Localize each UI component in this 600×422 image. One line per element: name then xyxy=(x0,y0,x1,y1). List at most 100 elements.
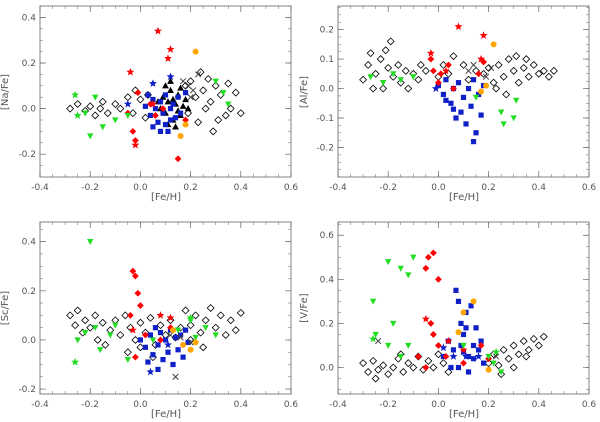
data-point xyxy=(494,60,503,69)
data-point xyxy=(231,88,240,97)
data-point xyxy=(71,321,80,330)
data-point xyxy=(497,109,505,116)
data-point xyxy=(463,325,469,331)
data-point xyxy=(404,359,413,368)
x-tick-label: 0.4 xyxy=(234,183,249,193)
y-tick-label: 0.2 xyxy=(320,319,334,329)
data-point xyxy=(497,369,505,376)
data-point xyxy=(123,99,132,108)
data-point xyxy=(167,86,174,93)
data-point xyxy=(162,92,169,98)
data-point xyxy=(473,325,479,331)
x-axis-label: [Fe/H] xyxy=(449,409,479,420)
data-point xyxy=(162,82,169,89)
data-point xyxy=(71,357,80,366)
data-point xyxy=(91,311,100,320)
data-point xyxy=(167,77,174,84)
data-point xyxy=(410,254,417,261)
data-point xyxy=(165,349,171,355)
y-tick-label: -0.2 xyxy=(18,150,36,160)
data-point xyxy=(134,89,142,97)
data-point xyxy=(429,249,437,257)
data-point xyxy=(427,320,435,327)
x-tick-label: -0.4 xyxy=(329,183,347,193)
data-point xyxy=(81,329,89,336)
data-point xyxy=(435,342,442,349)
x-tick-label: 0.0 xyxy=(431,400,446,410)
series-red-star xyxy=(126,26,175,149)
data-point xyxy=(460,349,467,355)
data-point xyxy=(479,31,488,39)
data-point xyxy=(453,115,459,121)
data-point xyxy=(369,298,377,305)
x-tick-label: 0.6 xyxy=(284,183,299,193)
data-point xyxy=(71,90,80,99)
data-point xyxy=(478,112,484,118)
data-point xyxy=(209,127,218,136)
panel-sc-fe: -0.4 -0.2 0.0 0.2 0.4 0.6 -0.2 0.0 0.2 0.4 [Fe/H] [… xyxy=(0,221,298,420)
data-point xyxy=(150,96,156,103)
data-point xyxy=(414,353,422,360)
data-point xyxy=(116,331,125,339)
data-point xyxy=(81,110,89,117)
data-point xyxy=(502,90,511,99)
data-point xyxy=(176,323,185,332)
x-tick-label: 0.4 xyxy=(532,183,547,193)
y-tick-label: 0.0 xyxy=(320,85,335,95)
data-point xyxy=(136,95,145,104)
series-blue-star xyxy=(146,340,172,376)
data-point xyxy=(405,342,412,349)
series-red-diamond xyxy=(126,267,174,361)
data-point xyxy=(124,112,132,119)
data-point xyxy=(487,64,495,72)
data-point xyxy=(121,311,130,320)
data-point xyxy=(509,66,518,75)
data-point xyxy=(199,343,208,352)
data-point xyxy=(497,370,506,379)
data-point xyxy=(123,348,132,357)
data-point xyxy=(169,95,177,103)
data-point xyxy=(134,289,142,297)
data-point xyxy=(499,345,508,354)
data-point xyxy=(236,109,245,118)
data-point xyxy=(459,60,468,69)
data-point xyxy=(175,94,181,100)
data-point xyxy=(470,61,477,69)
data-point xyxy=(131,137,139,144)
data-point xyxy=(73,111,82,119)
data-point xyxy=(397,353,404,360)
data-point xyxy=(439,359,448,368)
data-point xyxy=(435,79,442,87)
data-point xyxy=(465,85,472,92)
data-point xyxy=(465,369,472,375)
data-point xyxy=(460,342,467,349)
data-point xyxy=(214,116,223,124)
data-point xyxy=(465,67,472,75)
data-point xyxy=(220,90,227,97)
data-point xyxy=(431,84,440,92)
data-point xyxy=(123,93,132,102)
data-point xyxy=(470,77,477,83)
data-point xyxy=(224,79,233,88)
y-tick-label: 0.2 xyxy=(22,59,36,69)
data-point xyxy=(192,339,199,346)
data-point xyxy=(460,359,467,367)
data-point xyxy=(396,78,405,87)
data-point xyxy=(187,346,194,353)
y-tick-label: 0.4 xyxy=(22,13,37,23)
data-point xyxy=(221,331,230,339)
x-tick-label: 0.2 xyxy=(183,400,197,410)
data-point xyxy=(421,66,430,75)
data-point xyxy=(177,332,184,338)
data-point xyxy=(474,352,483,360)
series-orange-circle xyxy=(177,48,199,139)
data-point xyxy=(199,86,208,95)
series-cross xyxy=(465,61,495,80)
data-point xyxy=(172,123,179,130)
series-blue-star xyxy=(123,72,175,108)
data-point xyxy=(510,115,517,122)
data-point xyxy=(427,55,435,63)
data-point xyxy=(112,117,119,124)
data-point xyxy=(124,357,132,363)
